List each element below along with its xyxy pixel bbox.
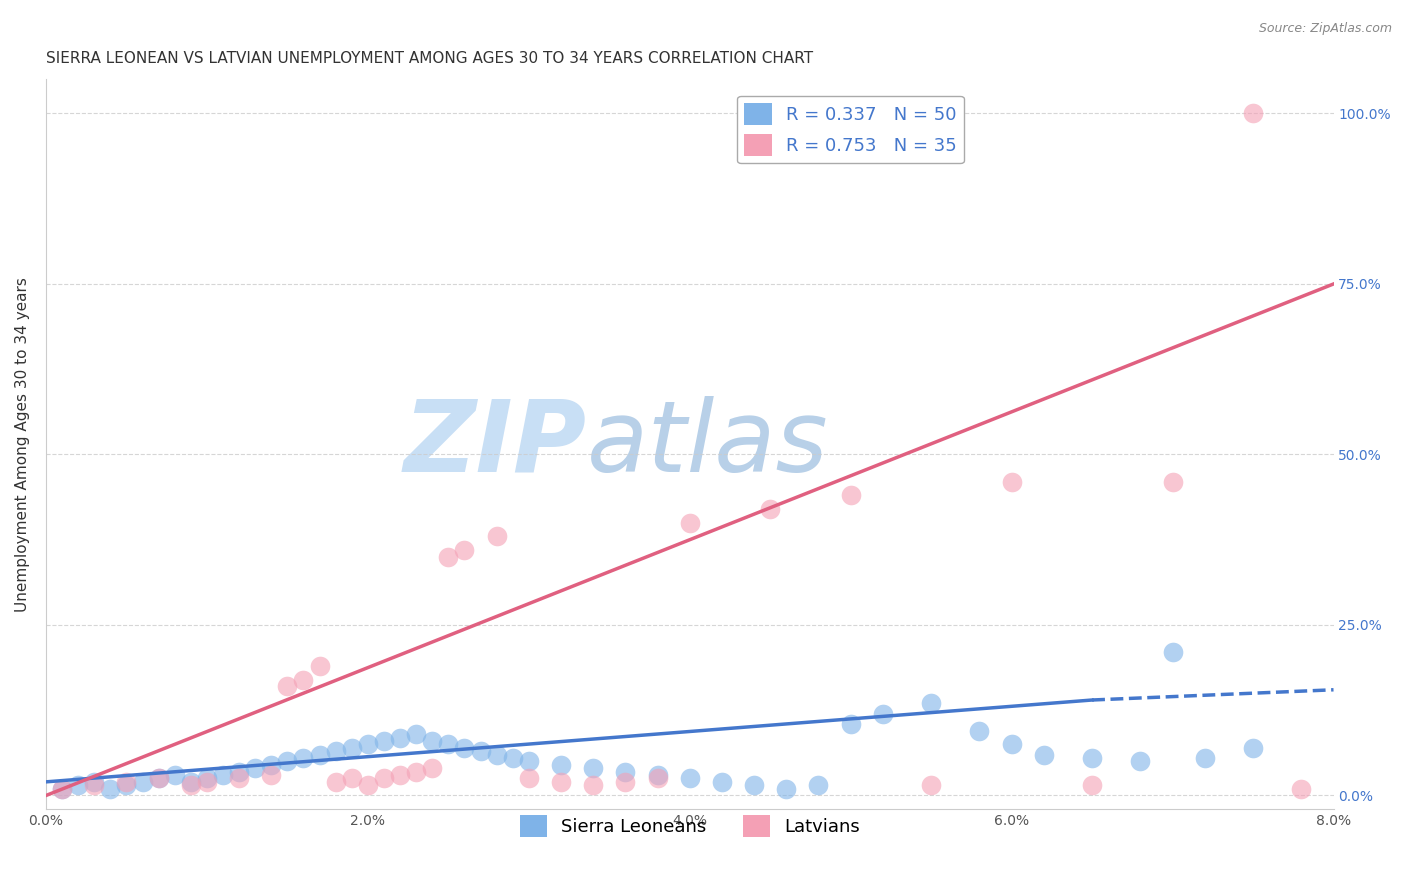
Point bbox=[245, 761, 267, 775]
Point bbox=[357, 737, 380, 751]
Point bbox=[212, 768, 235, 782]
Point bbox=[340, 772, 363, 786]
Point bbox=[437, 737, 460, 751]
Point bbox=[420, 734, 443, 748]
Point bbox=[1001, 475, 1024, 489]
Point bbox=[1032, 747, 1054, 762]
Text: SIERRA LEONEAN VS LATVIAN UNEMPLOYMENT AMONG AGES 30 TO 34 YEARS CORRELATION CHA: SIERRA LEONEAN VS LATVIAN UNEMPLOYMENT A… bbox=[46, 51, 813, 66]
Point bbox=[1241, 740, 1264, 755]
Point bbox=[51, 781, 73, 796]
Point bbox=[228, 772, 250, 786]
Text: ZIP: ZIP bbox=[404, 396, 586, 492]
Point bbox=[276, 755, 298, 769]
Point bbox=[550, 757, 572, 772]
Point bbox=[485, 529, 508, 543]
Point bbox=[292, 673, 315, 687]
Point bbox=[67, 778, 90, 792]
Point bbox=[437, 549, 460, 564]
Point bbox=[485, 747, 508, 762]
Point bbox=[195, 775, 218, 789]
Point bbox=[131, 775, 153, 789]
Point bbox=[614, 764, 637, 779]
Point bbox=[614, 775, 637, 789]
Point bbox=[325, 744, 347, 758]
Point bbox=[1161, 475, 1184, 489]
Point bbox=[148, 772, 170, 786]
Point bbox=[260, 768, 283, 782]
Point bbox=[679, 516, 702, 530]
Point bbox=[1291, 781, 1313, 796]
Point bbox=[373, 734, 395, 748]
Point bbox=[582, 778, 605, 792]
Point bbox=[647, 772, 669, 786]
Point bbox=[389, 731, 412, 745]
Point bbox=[420, 761, 443, 775]
Point bbox=[325, 775, 347, 789]
Point bbox=[195, 772, 218, 786]
Point bbox=[470, 744, 492, 758]
Point bbox=[276, 679, 298, 693]
Point bbox=[550, 775, 572, 789]
Point bbox=[1161, 645, 1184, 659]
Point bbox=[710, 775, 733, 789]
Point bbox=[83, 775, 105, 789]
Point bbox=[1081, 778, 1104, 792]
Point bbox=[920, 697, 942, 711]
Point bbox=[742, 778, 765, 792]
Point bbox=[260, 757, 283, 772]
Point bbox=[807, 778, 830, 792]
Point bbox=[308, 747, 330, 762]
Point bbox=[115, 775, 138, 789]
Point bbox=[405, 727, 427, 741]
Point bbox=[98, 781, 121, 796]
Point bbox=[1081, 751, 1104, 765]
Point bbox=[502, 751, 524, 765]
Point bbox=[839, 488, 862, 502]
Point bbox=[373, 772, 395, 786]
Point bbox=[83, 778, 105, 792]
Point bbox=[51, 781, 73, 796]
Point bbox=[308, 659, 330, 673]
Point bbox=[180, 778, 202, 792]
Point bbox=[517, 772, 540, 786]
Point bbox=[180, 775, 202, 789]
Point bbox=[340, 740, 363, 755]
Point bbox=[453, 740, 475, 755]
Point bbox=[1194, 751, 1216, 765]
Point bbox=[969, 723, 991, 738]
Point bbox=[228, 764, 250, 779]
Point bbox=[357, 778, 380, 792]
Point bbox=[679, 772, 702, 786]
Point bbox=[115, 778, 138, 792]
Point bbox=[405, 764, 427, 779]
Legend: Sierra Leoneans, Latvians: Sierra Leoneans, Latvians bbox=[512, 807, 868, 844]
Point bbox=[1241, 106, 1264, 120]
Point bbox=[759, 502, 782, 516]
Point bbox=[517, 755, 540, 769]
Point bbox=[292, 751, 315, 765]
Text: atlas: atlas bbox=[586, 396, 828, 492]
Point bbox=[163, 768, 186, 782]
Point bbox=[775, 781, 797, 796]
Point bbox=[920, 778, 942, 792]
Point bbox=[389, 768, 412, 782]
Text: Source: ZipAtlas.com: Source: ZipAtlas.com bbox=[1258, 22, 1392, 36]
Point bbox=[582, 761, 605, 775]
Point bbox=[839, 717, 862, 731]
Point bbox=[148, 772, 170, 786]
Point bbox=[647, 768, 669, 782]
Point bbox=[453, 543, 475, 558]
Point bbox=[872, 706, 894, 721]
Y-axis label: Unemployment Among Ages 30 to 34 years: Unemployment Among Ages 30 to 34 years bbox=[15, 277, 30, 612]
Point bbox=[1001, 737, 1024, 751]
Point bbox=[1129, 755, 1152, 769]
